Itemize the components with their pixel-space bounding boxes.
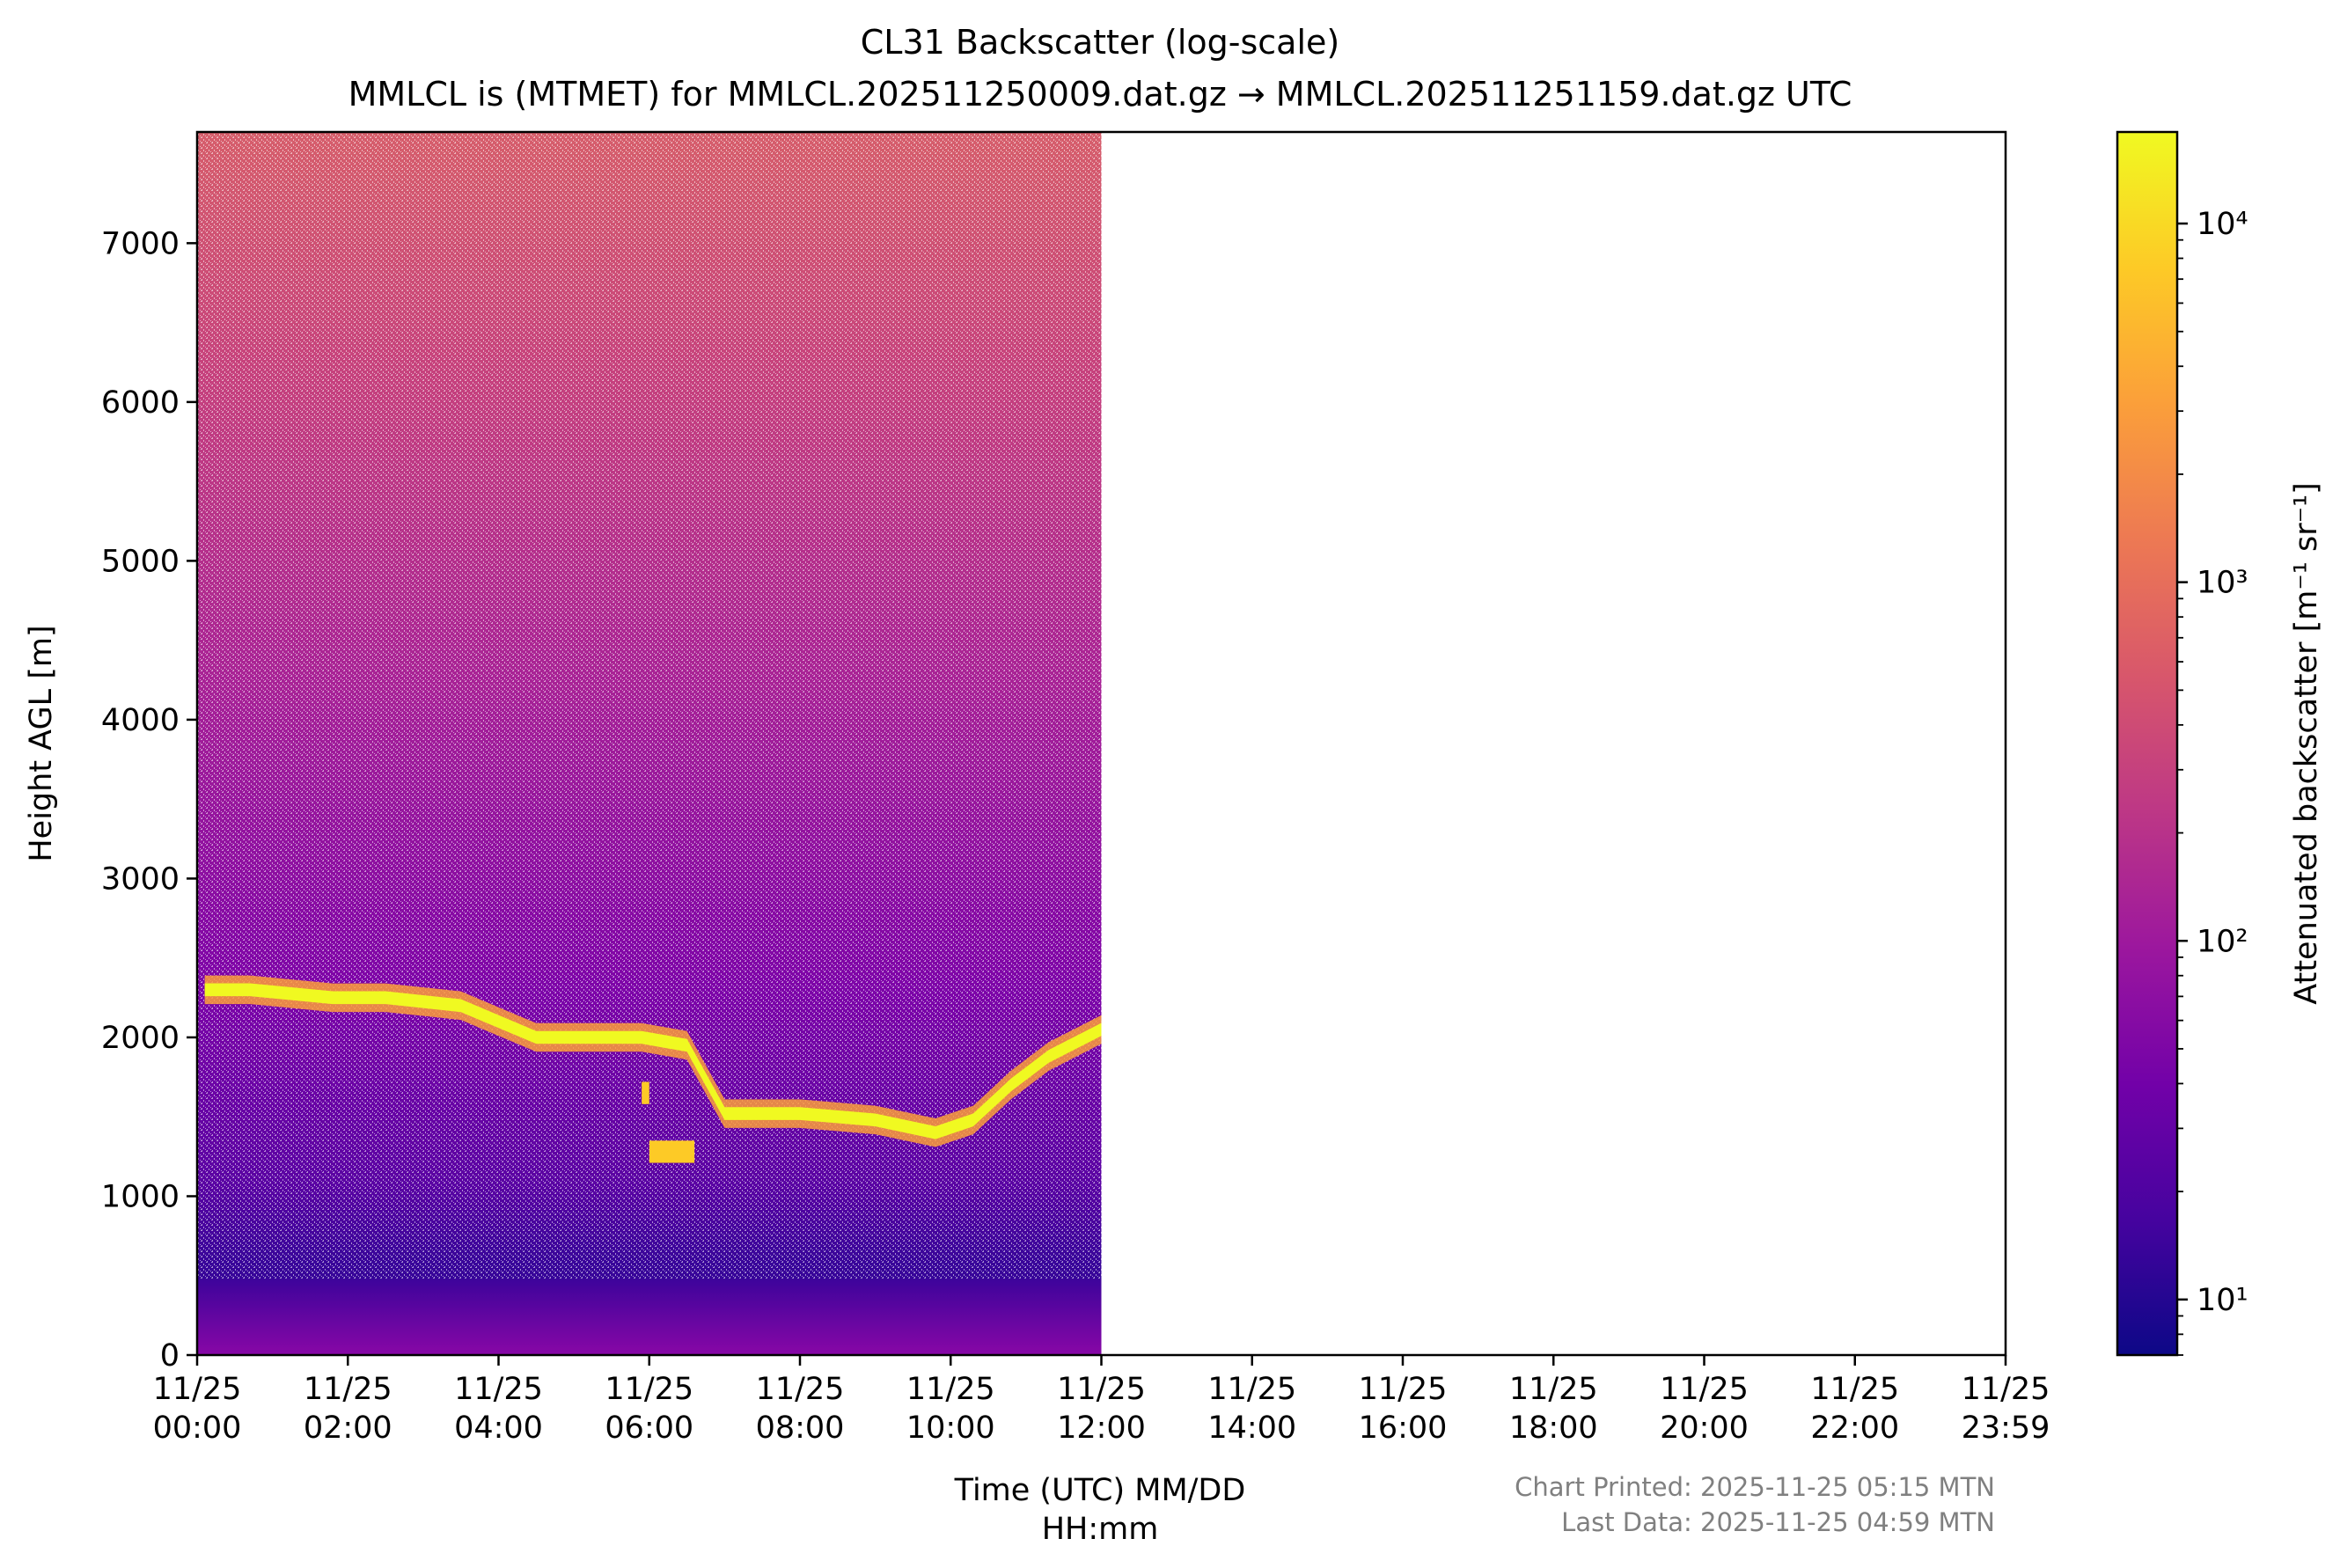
colorbar-tick-label: 10¹: [2197, 1283, 2248, 1318]
x-tick-time: 12:00: [1057, 1410, 1146, 1446]
x-tick-date: 11/25: [1359, 1372, 1448, 1407]
y-tick-label: 4000: [101, 703, 180, 738]
x-tick-time: 02:00: [304, 1410, 392, 1446]
chart-title: CL31 Backscatter (log-scale): [861, 23, 1339, 62]
x-tick-date: 11/25: [1509, 1372, 1598, 1407]
y-tick-label: 7000: [101, 226, 180, 261]
x-tick-date: 11/25: [304, 1372, 392, 1407]
x-tick-date: 11/25: [1962, 1372, 2050, 1407]
y-tick-label: 2000: [101, 1021, 180, 1056]
colorbar-ticks: 10¹ 10² 10³ 10⁴: [2177, 207, 2248, 1356]
x-axis-label-line2: HH:mm: [1042, 1512, 1159, 1547]
x-tick-time: 10:00: [906, 1410, 995, 1446]
boundary-layer: [197, 1279, 1102, 1355]
cloud-patch: [649, 1140, 695, 1163]
colorbar: [2116, 130, 2179, 1357]
cloud-patch: [642, 1081, 649, 1104]
colorbar-tick-label: 10²: [2197, 924, 2248, 959]
chart-printed-note: Chart Printed: 2025-11-25 05:15 MTN: [1515, 1472, 1995, 1502]
x-tick-date: 11/25: [906, 1372, 995, 1407]
colorbar-label: Attenuated backscatter [m⁻¹ sr⁻¹]: [2289, 482, 2324, 1004]
cloud-layer-core: [204, 983, 1102, 1139]
noise-speckle: [197, 132, 1102, 1355]
x-tick-date: 11/25: [605, 1372, 693, 1407]
colorbar-tick-label: 10³: [2197, 566, 2248, 601]
y-tick-label: 0: [160, 1338, 180, 1374]
x-tick-date: 11/25: [1207, 1372, 1296, 1407]
x-tick-time: 06:00: [605, 1410, 693, 1446]
x-tick-date: 11/25: [1810, 1372, 1899, 1407]
x-tick-time: 18:00: [1509, 1410, 1598, 1446]
last-data-note: Last Data: 2025-11-25 04:59 MTN: [1561, 1507, 1995, 1537]
x-tick-time: 08:00: [756, 1410, 845, 1446]
x-axis: 11/2500:0011/2502:0011/2504:0011/2506:00…: [153, 1355, 2050, 1446]
heatmap-area: [197, 132, 1102, 1355]
x-tick-date: 11/25: [756, 1372, 845, 1407]
x-tick-date: 11/25: [454, 1372, 543, 1407]
y-axis: 0 1000 2000 3000 4000 5000 6000 7000: [101, 226, 197, 1374]
colorbar-tick-label: 10⁴: [2197, 207, 2248, 242]
x-tick-time: 16:00: [1359, 1410, 1448, 1446]
x-axis-label-line1: Time (UTC) MM/DD: [954, 1473, 1246, 1508]
y-tick-label: 6000: [101, 385, 180, 421]
x-tick-time: 20:00: [1660, 1410, 1749, 1446]
chart-subtitle: MMLCL is (MTMET) for MMLCL.202511250009.…: [348, 75, 1852, 114]
x-tick-time: 04:00: [454, 1410, 543, 1446]
x-tick-date: 11/25: [153, 1372, 242, 1407]
y-tick-label: 1000: [101, 1179, 180, 1214]
x-tick-date: 11/25: [1057, 1372, 1146, 1407]
x-tick-time: 23:59: [1962, 1410, 2050, 1446]
x-tick-time: 00:00: [153, 1410, 242, 1446]
x-tick-time: 22:00: [1810, 1410, 1899, 1446]
x-tick-date: 11/25: [1660, 1372, 1749, 1407]
y-axis-label: Height AGL [m]: [24, 625, 59, 861]
y-tick-label: 5000: [101, 544, 180, 579]
x-tick-time: 14:00: [1207, 1410, 1296, 1446]
y-tick-label: 3000: [101, 861, 180, 897]
